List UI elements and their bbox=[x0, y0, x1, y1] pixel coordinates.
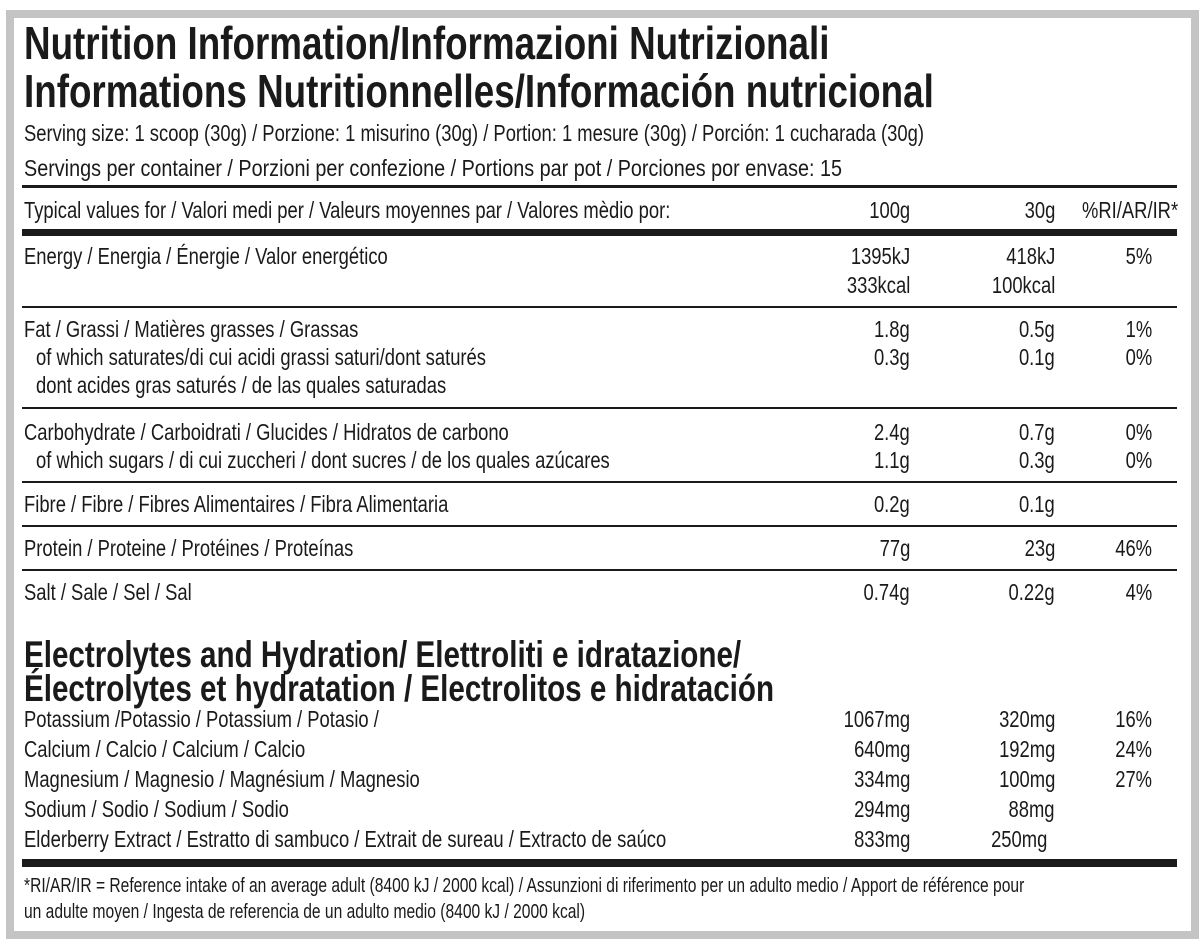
value-100g: 2.4g bbox=[874, 419, 910, 445]
value-ri: 0% bbox=[1125, 344, 1152, 370]
header-30g: 30g bbox=[1024, 197, 1055, 223]
divider-thick bbox=[22, 859, 1177, 867]
value-100g: 294mg bbox=[853, 796, 910, 822]
serving-size: Serving size: 1 scoop (30g) / Porzione: … bbox=[24, 120, 924, 146]
value-100g: 833mg bbox=[853, 826, 910, 852]
header-ri: %RI/AR/IR* bbox=[1081, 197, 1178, 223]
value-100g: 333kcal bbox=[846, 272, 910, 298]
label-frame bbox=[6, 10, 1199, 939]
nutrient-label: dont acides gras saturés / de las quales… bbox=[36, 372, 447, 398]
value-100g: 0.3g bbox=[874, 344, 910, 370]
divider bbox=[22, 481, 1177, 483]
electrolyte-label: Calcium / Calcio / Calcium / Calcio bbox=[24, 736, 306, 762]
value-30g: 100mg bbox=[998, 766, 1055, 792]
electrolyte-label: Potassium /Potassio / Potassium / Potasi… bbox=[24, 706, 379, 732]
divider-thick bbox=[22, 229, 1177, 236]
divider bbox=[22, 407, 1177, 409]
divider bbox=[22, 525, 1177, 527]
divider bbox=[22, 185, 1177, 188]
value-100g: 0.2g bbox=[874, 491, 910, 517]
electrolytes-title-line-1: Electrolytes and Hydration/ Elettroliti … bbox=[24, 634, 742, 675]
value-30g: 0.5g bbox=[1019, 316, 1055, 342]
electrolyte-label: Sodium / Sodio / Sodium / Sodio bbox=[24, 796, 289, 822]
value-ri: 0% bbox=[1125, 419, 1152, 445]
nutrient-label: Fibre / Fibre / Fibres Alimentaires / Fi… bbox=[24, 491, 449, 517]
value-ri: 24% bbox=[1115, 736, 1152, 762]
value-30g: 0.1g bbox=[1019, 491, 1055, 517]
electrolyte-label: Elderberry Extract / Estratto di sambuco… bbox=[24, 826, 667, 852]
value-30g: 23g bbox=[1024, 535, 1055, 561]
value-30g: 88mg bbox=[1008, 796, 1055, 822]
value-30g: 100kcal bbox=[991, 272, 1055, 298]
value-30g: 250mg bbox=[990, 826, 1047, 852]
nutrient-label: Fat / Grassi / Matières grasses / Grassa… bbox=[24, 316, 359, 342]
nutrient-label: of which saturates/di cui acidi grassi s… bbox=[36, 344, 486, 370]
value-30g: 418kJ bbox=[1005, 243, 1055, 269]
value-100g: 1395kJ bbox=[850, 243, 910, 269]
value-100g: 77g bbox=[879, 535, 910, 561]
footnote-line-2: un adulte moyen / Ingesta de referencia … bbox=[24, 901, 586, 923]
nutrient-label: Carbohydrate / Carboidrati / Glucides / … bbox=[24, 419, 509, 445]
value-ri: 46% bbox=[1115, 535, 1152, 561]
value-30g: 192mg bbox=[998, 736, 1055, 762]
electrolytes-title-line-2: Électrolytes et hydratation / Electrolit… bbox=[24, 668, 775, 709]
servings-per-container: Servings per container / Porzioni per co… bbox=[24, 155, 843, 181]
value-30g: 0.3g bbox=[1019, 447, 1055, 473]
value-ri: 0% bbox=[1125, 447, 1152, 473]
divider bbox=[22, 306, 1177, 308]
value-ri: 1% bbox=[1125, 316, 1152, 342]
nutrient-label: Protein / Proteine / Protéines / Proteín… bbox=[24, 535, 354, 561]
value-30g: 0.1g bbox=[1019, 344, 1055, 370]
value-30g: 0.7g bbox=[1019, 419, 1055, 445]
divider bbox=[22, 569, 1177, 571]
value-30g: 0.22g bbox=[1008, 579, 1055, 605]
value-ri: 4% bbox=[1125, 579, 1152, 605]
value-100g: 1067mg bbox=[843, 706, 911, 732]
title-line-2: Informations Nutritionnelles/Información… bbox=[24, 65, 934, 117]
header-100g: 100g bbox=[869, 197, 910, 223]
nutrient-label: Salt / Sale / Sel / Sal bbox=[24, 579, 192, 605]
value-100g: 334mg bbox=[853, 766, 910, 792]
value-100g: 0.74g bbox=[863, 579, 910, 605]
value-100g: 1.1g bbox=[874, 447, 910, 473]
value-ri: 27% bbox=[1115, 766, 1152, 792]
electrolyte-label: Magnesium / Magnesio / Magnésium / Magne… bbox=[24, 766, 420, 792]
value-30g: 320mg bbox=[998, 706, 1055, 732]
value-ri: 5% bbox=[1125, 243, 1152, 269]
footnote-line-1: *RI/AR/IR = Reference intake of an avera… bbox=[24, 875, 1025, 897]
value-100g: 640mg bbox=[853, 736, 910, 762]
nutrient-label: Energy / Energia / Énergie / Valor energ… bbox=[24, 243, 388, 269]
value-ri: 16% bbox=[1115, 706, 1152, 732]
nutrient-label: of which sugars / di cui zuccheri / dont… bbox=[36, 447, 610, 473]
title-line-1: Nutrition Information/Informazioni Nutri… bbox=[24, 17, 830, 69]
value-100g: 1.8g bbox=[874, 316, 910, 342]
header-label: Typical values for / Valori medi per / V… bbox=[24, 197, 671, 223]
